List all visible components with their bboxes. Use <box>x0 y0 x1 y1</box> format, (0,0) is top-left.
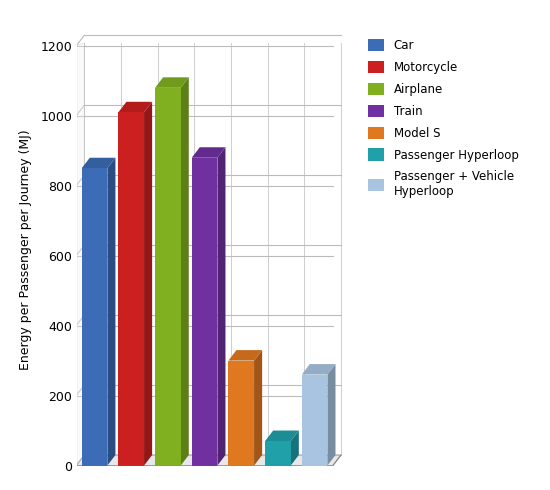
Polygon shape <box>217 147 225 466</box>
Polygon shape <box>302 374 327 466</box>
Polygon shape <box>192 147 226 158</box>
Polygon shape <box>327 364 336 466</box>
Polygon shape <box>291 431 299 465</box>
Polygon shape <box>82 158 116 168</box>
Y-axis label: Energy per Passenger per Journey (MJ): Energy per Passenger per Journey (MJ) <box>19 129 32 370</box>
Polygon shape <box>76 43 84 466</box>
Polygon shape <box>118 112 144 466</box>
Polygon shape <box>228 361 254 466</box>
Polygon shape <box>118 102 152 112</box>
Polygon shape <box>155 77 189 88</box>
Polygon shape <box>302 364 336 374</box>
Polygon shape <box>265 431 299 441</box>
Polygon shape <box>155 88 181 465</box>
Polygon shape <box>144 102 152 466</box>
Polygon shape <box>107 158 116 466</box>
Polygon shape <box>265 441 291 465</box>
Legend: Car, Motorcycle, Airplane, Train, Model S, Passenger Hyperloop, Passenger + Vehi: Car, Motorcycle, Airplane, Train, Model … <box>363 34 523 203</box>
Polygon shape <box>76 455 341 466</box>
Polygon shape <box>181 77 189 466</box>
Polygon shape <box>254 350 262 465</box>
Polygon shape <box>228 350 262 361</box>
Polygon shape <box>82 168 107 466</box>
Polygon shape <box>192 158 217 466</box>
